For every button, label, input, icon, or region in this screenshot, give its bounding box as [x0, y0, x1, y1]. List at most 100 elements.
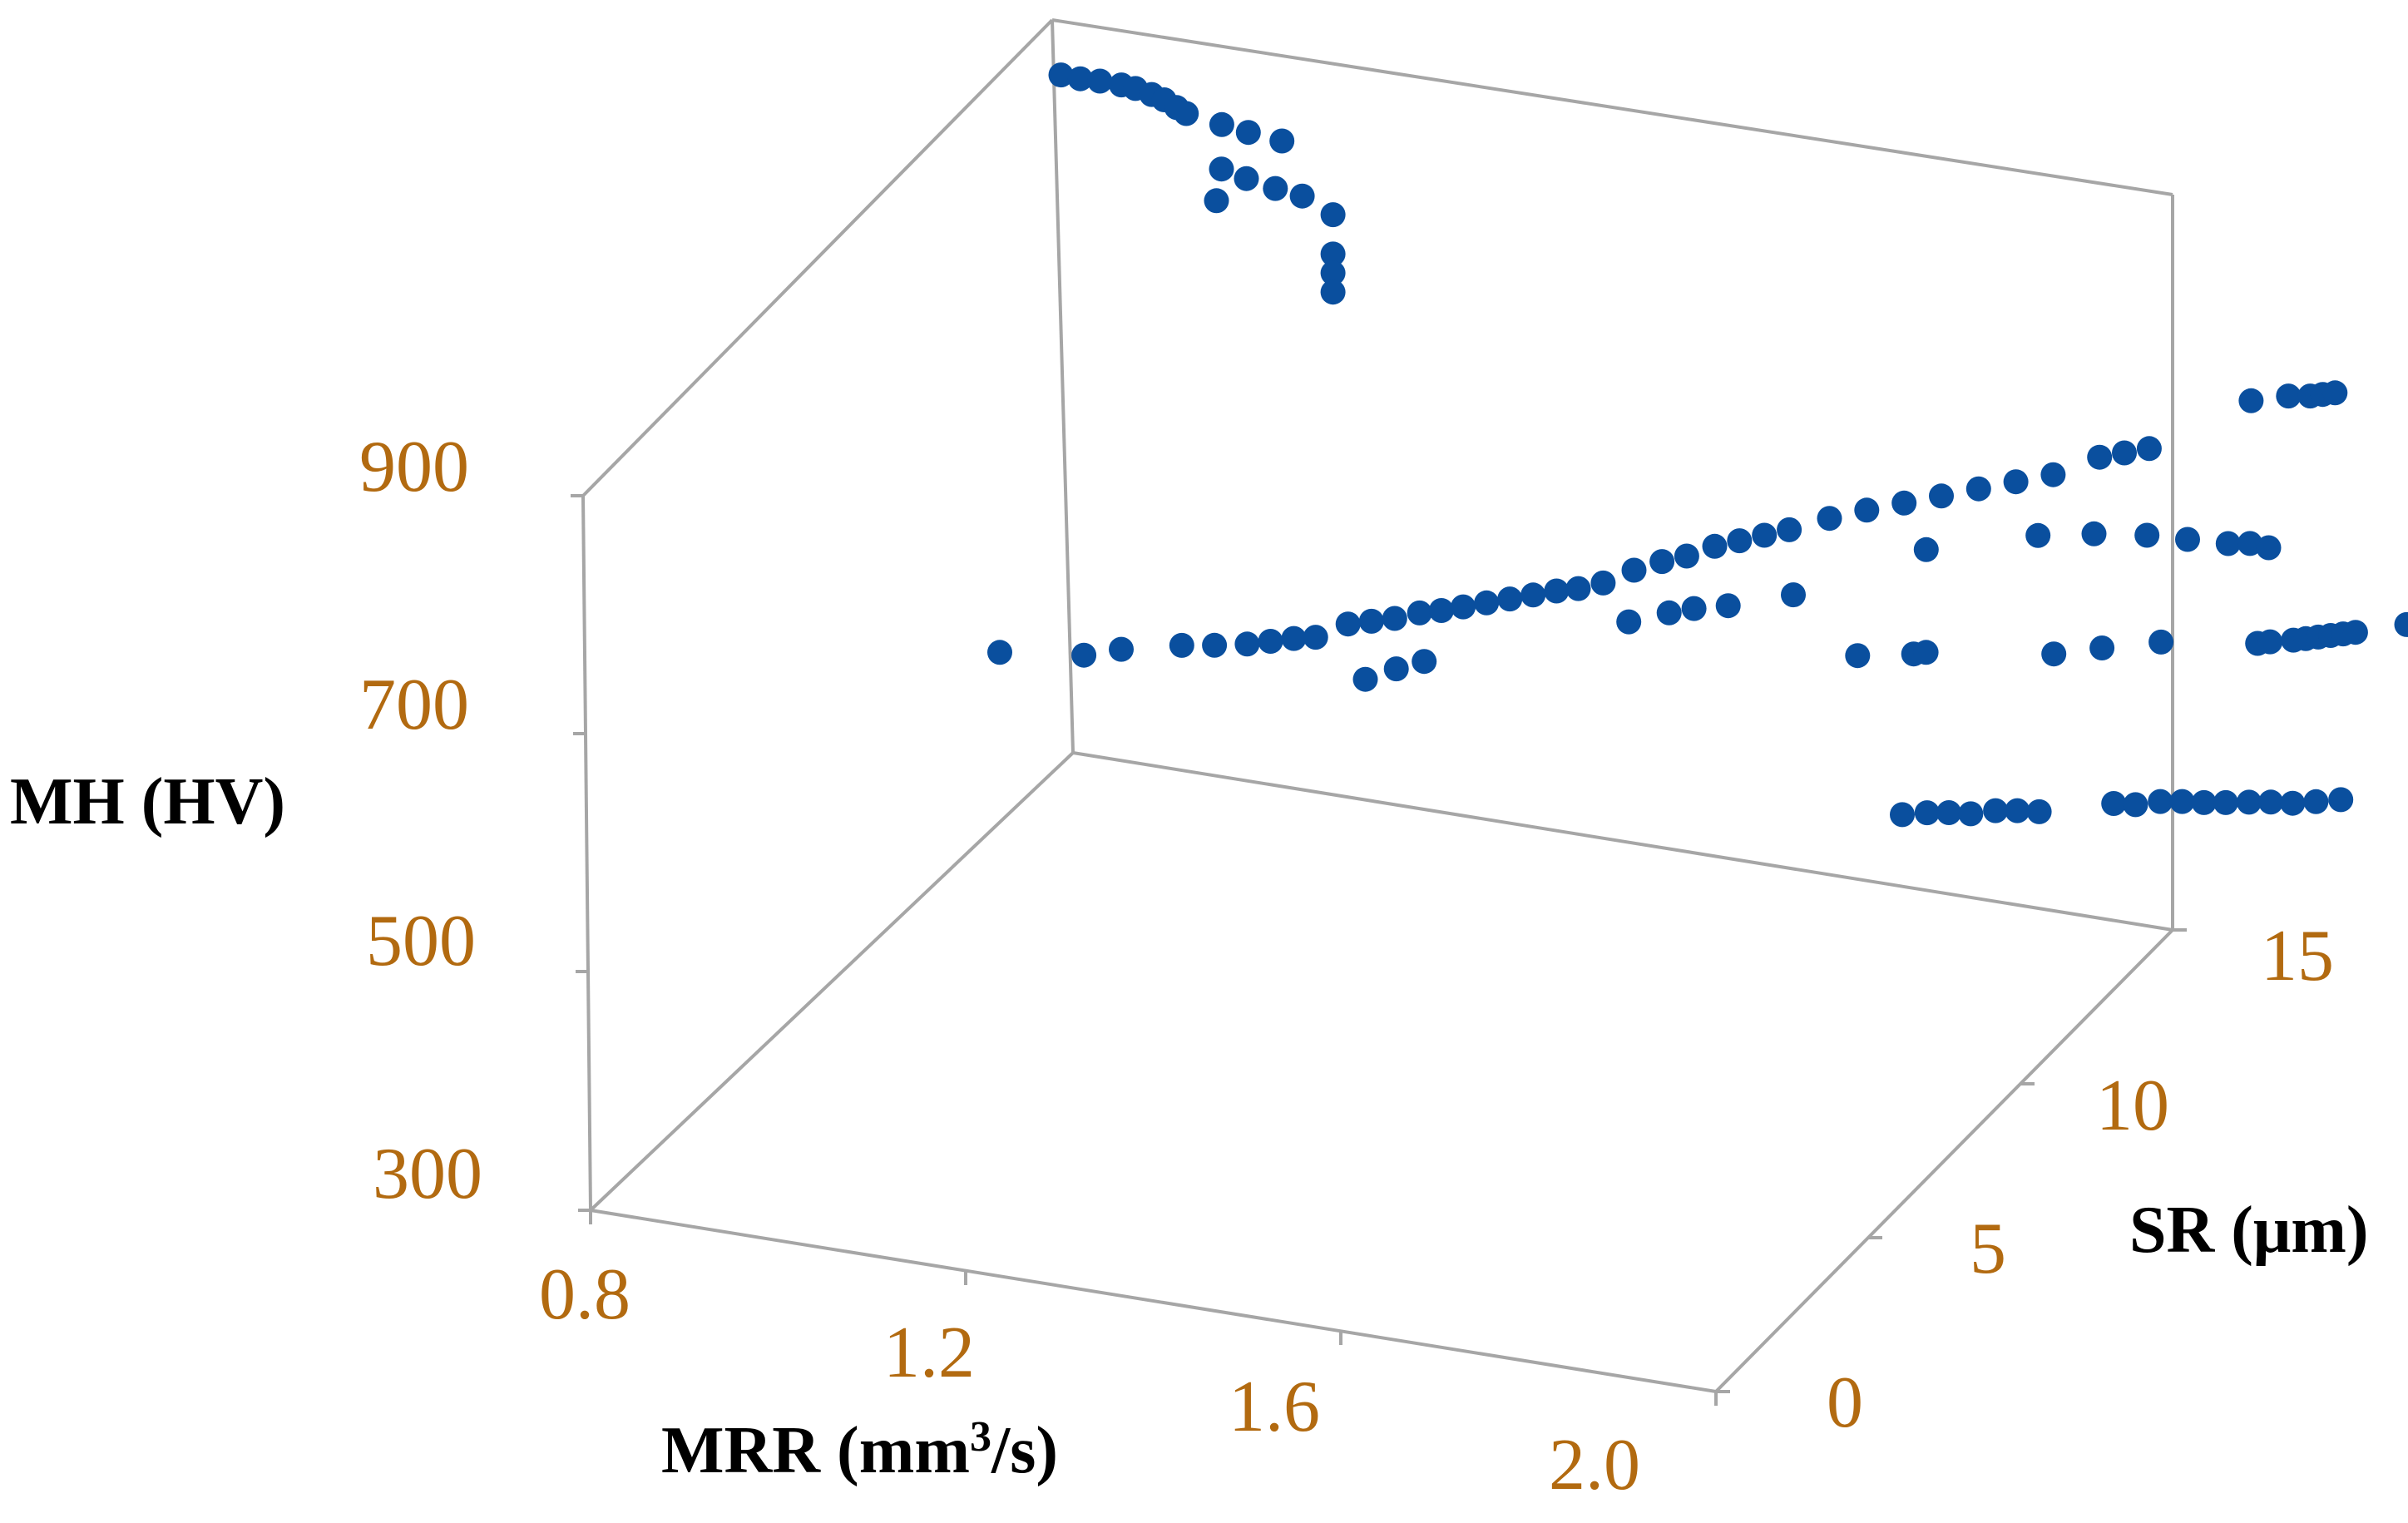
data-point: [1258, 629, 1283, 654]
data-point: [1983, 798, 2009, 823]
sr-axis-title: SR (μm): [2129, 1194, 2369, 1267]
data-point: [1649, 549, 1675, 575]
data-point: [2257, 629, 2283, 655]
data-point: [2026, 799, 2052, 824]
data-point: [1520, 582, 1546, 608]
data-point: [1087, 68, 1113, 94]
sr-tick-labels: 0 5 10 15: [1827, 916, 2334, 1443]
data-point: [1320, 202, 1346, 228]
data-point: [1169, 632, 1194, 658]
box-edge-floor-front: [590, 1209, 1717, 1393]
data-point: [1289, 183, 1315, 209]
data-point: [2191, 789, 2217, 815]
sr-tick-marks: [1716, 928, 2187, 1393]
data-point: [1234, 166, 1259, 191]
mrr-tick-label: 1.2: [883, 1313, 975, 1393]
data-point: [1845, 643, 1871, 669]
data-point: [1281, 626, 1307, 651]
data-point: [1702, 533, 1728, 559]
data-point: [2005, 798, 2030, 823]
data-point: [1451, 594, 1476, 620]
data-point: [1358, 608, 1384, 634]
box-edge-top-left: [581, 18, 1054, 497]
data-point: [1048, 62, 1074, 88]
sr-tick-label: 15: [2261, 916, 2334, 996]
data-point: [1681, 596, 1707, 621]
data-point: [2256, 535, 2282, 561]
data-point: [2342, 620, 2368, 645]
data-point: [2003, 469, 2029, 495]
data-point: [2236, 789, 2262, 815]
mrr-axis-title-main: MRR (mm: [661, 1414, 970, 1487]
data-point: [2148, 629, 2174, 655]
data-point: [1854, 497, 1880, 523]
data-point: [2322, 380, 2348, 406]
data-point: [1071, 642, 1097, 668]
mh-tick-label: 900: [359, 427, 469, 507]
data-point: [1781, 582, 1806, 608]
box-frame: [581, 18, 2174, 1393]
data-point: [1383, 656, 1409, 682]
data-point: [2175, 527, 2200, 552]
sr-tick-label: 0: [1827, 1362, 1863, 1443]
data-point: [2040, 462, 2066, 487]
mrr-axis-title-sup: 3: [970, 1413, 991, 1461]
mh-axis-title: MH (HV): [10, 765, 285, 838]
data-point: [2213, 789, 2238, 815]
data-point: [1407, 600, 1432, 626]
data-point: [2328, 787, 2354, 813]
data-point: [2101, 791, 2127, 816]
data-point: [1965, 476, 1991, 502]
data-point: [1777, 517, 1802, 542]
box-edge-floor-right: [1714, 928, 2174, 1393]
mh-tick-labels: 900 700 500 300: [359, 427, 482, 1214]
mh-tick-marks: [571, 494, 591, 1212]
data-point: [2041, 641, 2067, 667]
data-point: [2276, 383, 2302, 409]
data-point: [1890, 802, 1915, 828]
mrr-tick-labels: 0.8 1.2 1.6 2.0: [539, 1254, 1640, 1506]
data-point: [2123, 792, 2148, 818]
mrr-tick-label: 2.0: [1549, 1425, 1640, 1506]
mrr-tick-marks: [589, 1210, 1718, 1406]
data-point: [2148, 789, 2173, 814]
data-point: [1616, 609, 1642, 635]
data-point: [1727, 528, 1753, 554]
mh-tick-label: 300: [373, 1134, 482, 1214]
data-point: [1412, 649, 1437, 675]
data-point: [1109, 636, 1134, 662]
data-point: [1752, 522, 1778, 548]
mrr-tick-label: 0.8: [539, 1254, 630, 1335]
mh-tick-label: 700: [359, 665, 469, 745]
data-point: [1929, 483, 1954, 509]
box-edge-back-top: [1051, 18, 2173, 196]
data-point: [2215, 531, 2241, 556]
data-point: [1303, 625, 1328, 650]
data-point: [1497, 586, 1523, 612]
sr-tick-label: 5: [1970, 1209, 2006, 1289]
data-point: [1204, 188, 1229, 214]
data-point: [1958, 801, 1984, 827]
data-point: [2025, 522, 2051, 548]
data-point: [1565, 576, 1591, 601]
data-point: [1174, 101, 1199, 126]
data-point: [1621, 557, 1647, 583]
data-point: [1891, 490, 1917, 516]
data-point: [1067, 66, 1093, 91]
data-point: [1914, 800, 1940, 826]
data-points: [987, 62, 2408, 828]
data-point: [1234, 631, 1260, 657]
data-point: [1202, 632, 1228, 658]
data-point: [2237, 531, 2262, 556]
data-point: [1209, 111, 1234, 137]
mrr-axis-title-tail: /s): [991, 1414, 1058, 1487]
data-point: [1352, 666, 1378, 692]
data-point: [2134, 522, 2160, 548]
mrr-axis-title: MRR (mm3/s): [661, 1413, 1058, 1487]
data-point: [2258, 789, 2284, 815]
data-point: [2081, 521, 2107, 546]
mrr-tick-label: 1.6: [1229, 1367, 1320, 1447]
data-point: [2303, 789, 2329, 814]
